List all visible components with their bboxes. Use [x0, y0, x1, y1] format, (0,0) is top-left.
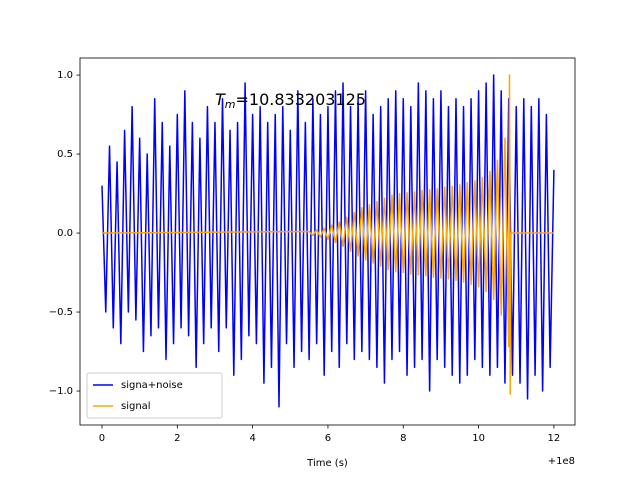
x-tick-label: 12: [548, 433, 561, 444]
axes-frame: [79, 57, 576, 426]
x-axis-label: Time (s): [306, 458, 348, 469]
y-tick-label: 0.5: [57, 149, 73, 160]
line: [101, 74, 554, 395]
annotation-value: =10.833203125: [236, 90, 366, 109]
line: [101, 74, 555, 408]
annotation-subscript: m: [225, 98, 236, 111]
y-tick-label: 1.0: [57, 70, 73, 81]
x-tick-label: 0: [99, 433, 105, 444]
legend-label: signa+noise: [121, 380, 183, 391]
x-offset-label: +1e8: [548, 456, 575, 467]
x-tick-label: 8: [400, 433, 406, 444]
x-tick-label: 6: [325, 433, 331, 444]
legend-label: signal: [121, 401, 151, 412]
y-tick-label: −1.0: [49, 386, 73, 397]
x-tick-label: 4: [249, 433, 255, 444]
x-tick-label: 10: [472, 433, 485, 444]
y-tick-label: 0.0: [57, 228, 73, 239]
x-tick-label: 2: [174, 433, 180, 444]
annotation: Tm=10.833203125: [215, 90, 366, 112]
annotation-symbol: T: [215, 90, 226, 109]
plot: [101, 74, 555, 408]
y-tick-label: −0.5: [49, 307, 73, 318]
legend-box: [86, 372, 223, 419]
